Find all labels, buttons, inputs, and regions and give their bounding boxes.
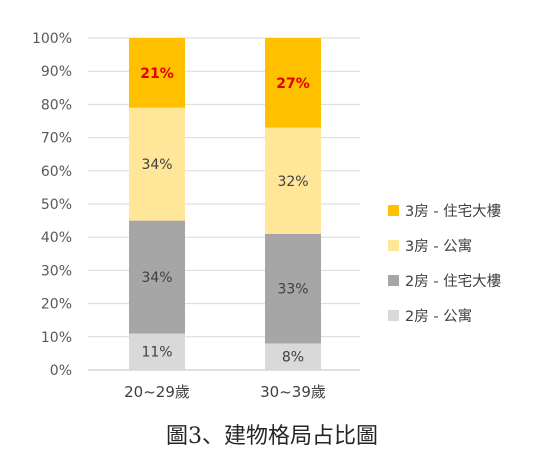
bar-segment	[265, 233, 321, 344]
y-tick-label: 100%	[32, 31, 72, 47]
bar-segment	[129, 38, 185, 108]
data-label: 11%	[141, 345, 172, 361]
legend-swatch	[388, 310, 399, 321]
legend-entry: 2房 - 住宅大樓	[405, 273, 501, 290]
data-label: 33%	[277, 282, 308, 298]
bar-segment	[129, 333, 185, 370]
data-label: 27%	[276, 76, 310, 92]
legend-swatch	[388, 205, 399, 216]
bar-segment	[129, 107, 185, 221]
y-tick-label: 30%	[41, 263, 72, 279]
y-tick-label: 20%	[41, 297, 72, 313]
bar-segment	[265, 343, 321, 370]
data-label: 32%	[277, 174, 308, 190]
y-tick-label: 40%	[41, 230, 72, 246]
data-label: 34%	[141, 270, 172, 286]
stacked-bar-chart: 0% 10% 20% 30% 40% 50% 60% 70% 80% 90% 100% 11% 34%…	[32, 31, 501, 401]
x-tick-label: 20~29歲	[124, 383, 190, 401]
bar-segment	[129, 220, 185, 334]
y-tick-label: 90%	[41, 64, 72, 80]
legend-entry: 3房 - 住宅大樓	[405, 203, 501, 220]
legend-swatch	[388, 240, 399, 251]
x-tick-label: 30~39歲	[260, 383, 326, 401]
y-axis: 0% 10% 20% 30% 40% 50% 60% 70% 80% 90% 100%	[32, 31, 72, 379]
y-tick-label: 70%	[41, 131, 72, 147]
data-label: 34%	[141, 157, 172, 173]
x-axis: 20~29歲 30~39歲	[124, 383, 326, 401]
y-tick-label: 0%	[50, 363, 72, 379]
legend-entry: 2房 - 公寓	[405, 307, 472, 325]
y-tick-label: 10%	[41, 330, 72, 346]
bars: 11% 34% 34% 21% 8% 33% 32% 27%	[129, 38, 321, 370]
y-tick-label: 60%	[41, 164, 72, 180]
legend-entry: 3房 - 公寓	[405, 237, 472, 255]
data-label: 8%	[282, 350, 304, 366]
legend: 3房 - 住宅大樓 3房 - 公寓 2房 - 住宅大樓 2房 - 公寓	[388, 203, 501, 325]
legend-swatch	[388, 275, 399, 286]
figure-caption: 圖3、建物格局占比圖	[166, 424, 378, 449]
y-tick-label: 80%	[41, 97, 72, 113]
bar-segment	[265, 38, 321, 128]
y-tick-label: 50%	[41, 197, 72, 213]
bar-segment	[265, 127, 321, 234]
data-label: 21%	[140, 66, 174, 82]
